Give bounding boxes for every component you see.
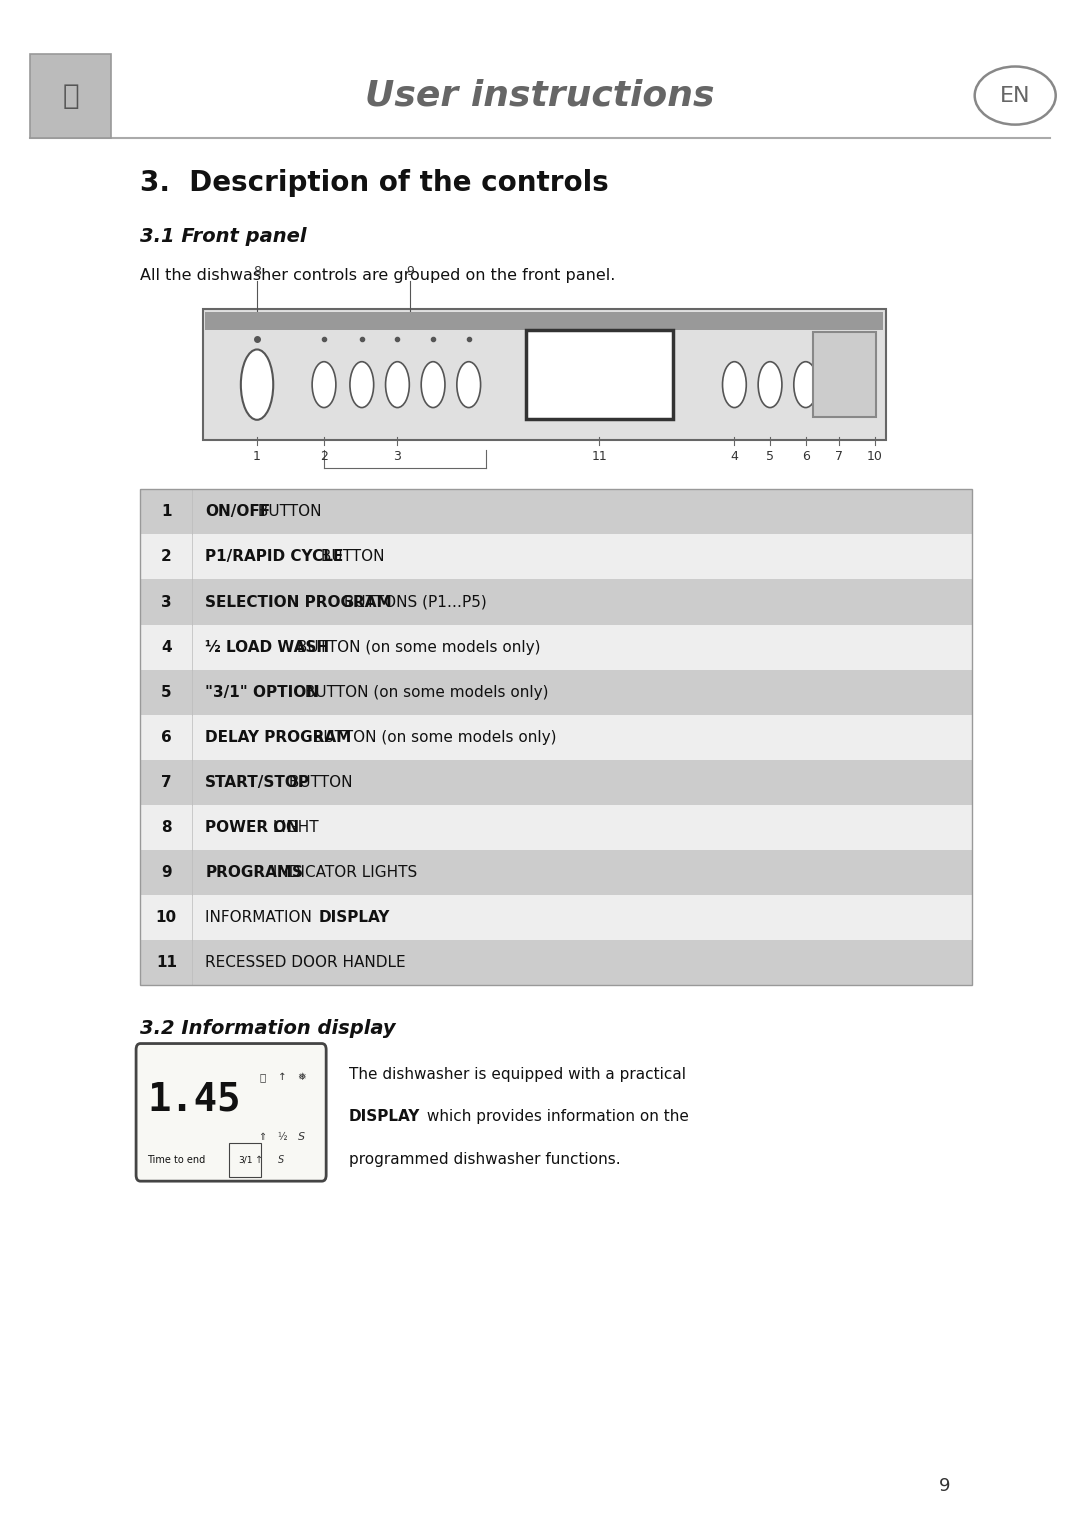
Text: 9: 9	[406, 265, 415, 278]
Text: 2: 2	[161, 549, 172, 564]
FancyBboxPatch shape	[140, 804, 972, 850]
FancyBboxPatch shape	[140, 760, 972, 804]
Text: All the dishwasher controls are grouped on the front panel.: All the dishwasher controls are grouped …	[140, 268, 616, 283]
Text: BUTTON: BUTTON	[284, 775, 352, 790]
Text: 1: 1	[161, 505, 172, 520]
Ellipse shape	[829, 362, 853, 408]
Text: ½: ½	[278, 1133, 286, 1142]
Text: 🍽: 🍽	[63, 81, 80, 110]
Text: 5: 5	[766, 450, 774, 463]
Text: 8: 8	[253, 265, 261, 278]
Text: programmed dishwasher functions.: programmed dishwasher functions.	[349, 1153, 621, 1167]
Text: "3/1" OPTION: "3/1" OPTION	[205, 685, 320, 700]
Text: User instructions: User instructions	[365, 78, 715, 113]
Text: INFORMATION: INFORMATION	[205, 910, 316, 925]
Text: 3.2 Information display: 3.2 Information display	[140, 1018, 396, 1038]
FancyBboxPatch shape	[30, 54, 111, 138]
Text: BUTTON: BUTTON	[253, 505, 321, 520]
Text: BUTTON (on some models only): BUTTON (on some models only)	[300, 685, 549, 700]
FancyBboxPatch shape	[140, 534, 972, 579]
Text: 7: 7	[835, 450, 843, 463]
Text: ↑: ↑	[255, 1154, 264, 1165]
Text: 3.  Description of the controls: 3. Description of the controls	[140, 170, 609, 197]
Text: ½ LOAD WASH: ½ LOAD WASH	[205, 639, 329, 654]
Text: 4: 4	[730, 450, 739, 463]
Ellipse shape	[312, 362, 336, 408]
Text: which provides information on the: which provides information on the	[422, 1110, 689, 1124]
FancyBboxPatch shape	[140, 714, 972, 760]
Text: 11: 11	[156, 956, 177, 971]
Text: BUTTON: BUTTON	[315, 549, 384, 564]
FancyBboxPatch shape	[813, 332, 876, 417]
Ellipse shape	[421, 362, 445, 408]
Ellipse shape	[794, 362, 818, 408]
Text: LIGHT: LIGHT	[268, 820, 319, 835]
Text: EN: EN	[1000, 86, 1030, 106]
Text: 3.1 Front panel: 3.1 Front panel	[140, 228, 307, 246]
Text: BUTTONS (P1…P5): BUTTONS (P1…P5)	[339, 595, 487, 610]
Text: Time to end: Time to end	[147, 1154, 205, 1165]
Text: S: S	[278, 1154, 284, 1165]
Text: ⏰: ⏰	[259, 1072, 266, 1083]
Text: ↑: ↑	[278, 1072, 286, 1083]
Text: BUTTON (on some models only): BUTTON (on some models only)	[292, 639, 540, 654]
Text: S: S	[298, 1133, 305, 1142]
Ellipse shape	[974, 66, 1055, 124]
Text: 11: 11	[592, 450, 607, 463]
FancyBboxPatch shape	[203, 309, 886, 440]
Text: POWER ON: POWER ON	[205, 820, 299, 835]
Text: DISPLAY: DISPLAY	[349, 1110, 420, 1124]
Ellipse shape	[457, 362, 481, 408]
Text: ON/OFF: ON/OFF	[205, 505, 270, 520]
Text: 7: 7	[161, 775, 172, 790]
FancyBboxPatch shape	[140, 940, 972, 985]
Text: 4: 4	[161, 639, 172, 654]
FancyBboxPatch shape	[140, 670, 972, 714]
Text: 1.45: 1.45	[147, 1081, 241, 1119]
Text: INDICATOR LIGHTS: INDICATOR LIGHTS	[268, 865, 418, 881]
Ellipse shape	[758, 362, 782, 408]
Ellipse shape	[350, 362, 374, 408]
Text: 1: 1	[253, 450, 261, 463]
Text: 3/1: 3/1	[238, 1156, 253, 1165]
Text: The dishwasher is equipped with a practical: The dishwasher is equipped with a practi…	[349, 1067, 686, 1081]
Text: 8: 8	[161, 820, 172, 835]
Text: SELECTION PROGRAM: SELECTION PROGRAM	[205, 595, 392, 610]
FancyBboxPatch shape	[526, 330, 673, 419]
FancyBboxPatch shape	[140, 894, 972, 940]
Text: 5: 5	[161, 685, 172, 700]
FancyBboxPatch shape	[140, 579, 972, 624]
Text: 10: 10	[867, 450, 882, 463]
FancyBboxPatch shape	[205, 312, 883, 330]
Text: 6: 6	[161, 729, 172, 745]
Text: DELAY PROGRAM: DELAY PROGRAM	[205, 729, 351, 745]
Text: 9: 9	[161, 865, 172, 881]
Text: START/STOP: START/STOP	[205, 775, 310, 790]
Text: 2: 2	[320, 450, 328, 463]
Text: P1/RAPID CYCLE: P1/RAPID CYCLE	[205, 549, 343, 564]
Text: 9: 9	[939, 1477, 950, 1495]
Text: 3: 3	[393, 450, 402, 463]
FancyBboxPatch shape	[140, 850, 972, 894]
Ellipse shape	[723, 362, 746, 408]
Text: ⇑: ⇑	[258, 1133, 267, 1142]
Ellipse shape	[386, 362, 409, 408]
FancyBboxPatch shape	[136, 1043, 326, 1180]
Text: 3: 3	[161, 595, 172, 610]
Text: PROGRAMS: PROGRAMS	[205, 865, 303, 881]
Text: BUTTON (on some models only): BUTTON (on some models only)	[308, 729, 556, 745]
FancyBboxPatch shape	[140, 624, 972, 670]
Text: DISPLAY: DISPLAY	[319, 910, 390, 925]
Text: RECESSED DOOR HANDLE: RECESSED DOOR HANDLE	[205, 956, 406, 971]
Text: ❅: ❅	[297, 1072, 306, 1083]
Ellipse shape	[241, 350, 273, 420]
Text: 6: 6	[801, 450, 810, 463]
FancyBboxPatch shape	[140, 489, 972, 534]
Text: 10: 10	[156, 910, 177, 925]
